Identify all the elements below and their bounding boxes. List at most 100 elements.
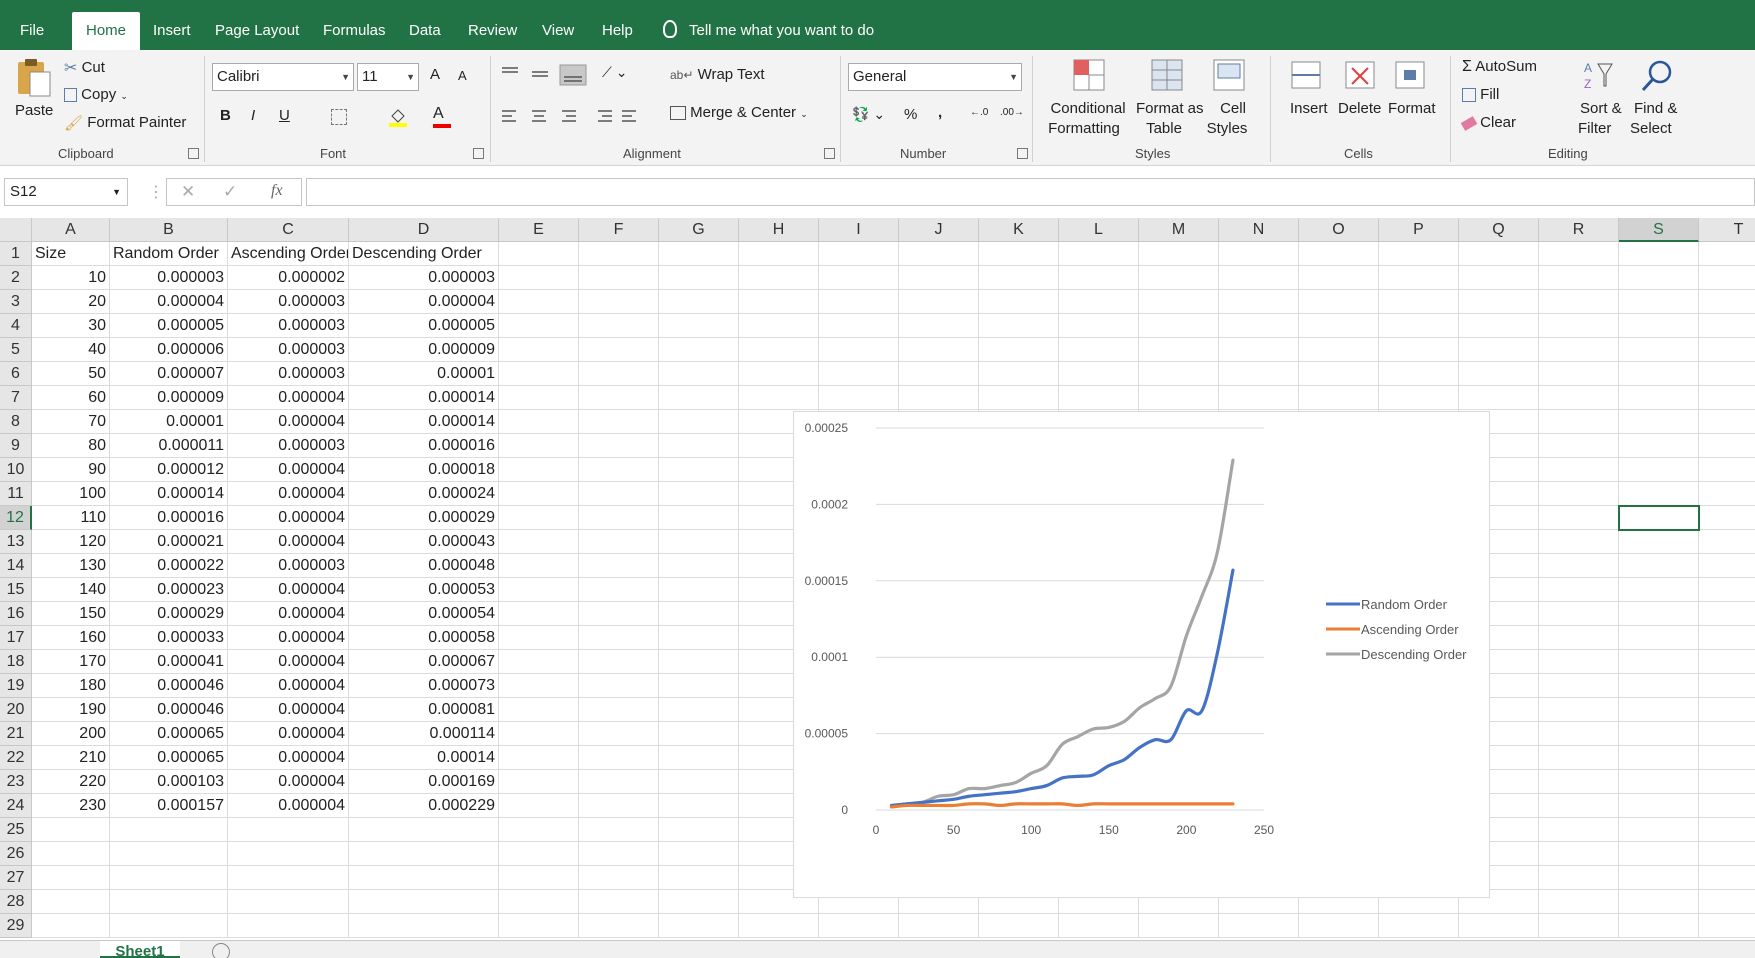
cell[interactable] bbox=[1699, 410, 1755, 434]
row-header-15[interactable]: 15 bbox=[0, 578, 32, 602]
cell[interactable] bbox=[1619, 890, 1699, 914]
cell[interactable] bbox=[1459, 458, 1539, 482]
insert-cells-icon[interactable] bbox=[1288, 58, 1326, 94]
cell[interactable] bbox=[659, 770, 739, 794]
cell[interactable] bbox=[499, 410, 579, 434]
bold-button[interactable]: B bbox=[220, 107, 231, 124]
cell[interactable] bbox=[979, 242, 1059, 266]
cell[interactable] bbox=[739, 362, 819, 386]
row-header-20[interactable]: 20 bbox=[0, 698, 32, 722]
cell[interactable] bbox=[499, 578, 579, 602]
row-header-13[interactable]: 13 bbox=[0, 530, 32, 554]
cell[interactable] bbox=[110, 914, 228, 938]
cell[interactable] bbox=[32, 866, 110, 890]
table-cell[interactable]: 170 bbox=[32, 650, 110, 674]
table-cell[interactable]: 0.000011 bbox=[110, 434, 228, 458]
cell[interactable] bbox=[1539, 866, 1619, 890]
cell[interactable] bbox=[1299, 386, 1379, 410]
table-cell[interactable]: 0.000058 bbox=[349, 626, 499, 650]
table-cell[interactable]: 60 bbox=[32, 386, 110, 410]
table-cell[interactable]: 0.000103 bbox=[110, 770, 228, 794]
cell[interactable] bbox=[1619, 650, 1699, 674]
cell[interactable] bbox=[1539, 434, 1619, 458]
vertical-align-icons[interactable] bbox=[500, 64, 596, 86]
column-header-d[interactable]: D bbox=[349, 218, 499, 242]
cell[interactable] bbox=[1539, 458, 1619, 482]
cell[interactable] bbox=[739, 290, 819, 314]
table-cell[interactable]: 0.000005 bbox=[349, 314, 499, 338]
cell[interactable] bbox=[1139, 362, 1219, 386]
cell[interactable] bbox=[1459, 818, 1539, 842]
row-header-9[interactable]: 9 bbox=[0, 434, 32, 458]
row-header-29[interactable]: 29 bbox=[0, 914, 32, 938]
row-header-21[interactable]: 21 bbox=[0, 722, 32, 746]
row-header-18[interactable]: 18 bbox=[0, 650, 32, 674]
cell[interactable] bbox=[499, 698, 579, 722]
cell[interactable] bbox=[1699, 914, 1755, 938]
cell[interactable] bbox=[1059, 314, 1139, 338]
cell[interactable] bbox=[979, 890, 1059, 914]
cell[interactable] bbox=[1699, 482, 1755, 506]
accounting-format-icon[interactable]: 💱 ⌄ bbox=[852, 106, 886, 122]
cell[interactable] bbox=[1219, 338, 1299, 362]
cell[interactable] bbox=[1699, 602, 1755, 626]
row-header-1[interactable]: 1 bbox=[0, 242, 32, 266]
cell[interactable] bbox=[1619, 290, 1699, 314]
cell[interactable] bbox=[1459, 602, 1539, 626]
cell[interactable] bbox=[659, 290, 739, 314]
cell[interactable] bbox=[659, 362, 739, 386]
increase-decimal-icon[interactable]: ←.0 bbox=[970, 107, 989, 118]
cell[interactable] bbox=[819, 338, 899, 362]
number-format-select[interactable]: General ▼ bbox=[848, 63, 1022, 91]
cell[interactable] bbox=[1379, 338, 1459, 362]
table-cell[interactable]: 0.000004 bbox=[228, 386, 349, 410]
cell[interactable] bbox=[579, 338, 659, 362]
tab-help[interactable]: Help bbox=[602, 22, 633, 39]
cell[interactable] bbox=[659, 434, 739, 458]
cell[interactable] bbox=[1139, 290, 1219, 314]
table-cell[interactable]: 180 bbox=[32, 674, 110, 698]
cell[interactable] bbox=[1459, 362, 1539, 386]
header-cell[interactable]: Ascending Order bbox=[228, 242, 349, 266]
header-cell[interactable]: Random Order bbox=[110, 242, 228, 266]
decrease-font-button[interactable]: A bbox=[458, 68, 467, 83]
table-cell[interactable]: 0.000012 bbox=[110, 458, 228, 482]
cell[interactable] bbox=[1379, 362, 1459, 386]
tab-formulas[interactable]: Formulas bbox=[323, 22, 386, 39]
cell[interactable] bbox=[228, 890, 349, 914]
orientation-icon[interactable]: ⟋ ⌄ bbox=[602, 64, 628, 80]
table-cell[interactable]: 0.000054 bbox=[349, 602, 499, 626]
cell[interactable] bbox=[1459, 266, 1539, 290]
cell[interactable] bbox=[1539, 794, 1619, 818]
cell[interactable] bbox=[1619, 242, 1699, 266]
cell[interactable] bbox=[819, 314, 899, 338]
cell[interactable] bbox=[499, 818, 579, 842]
cell[interactable] bbox=[1699, 626, 1755, 650]
table-cell[interactable]: 0.000046 bbox=[110, 674, 228, 698]
cell[interactable] bbox=[349, 842, 499, 866]
cell[interactable] bbox=[1619, 674, 1699, 698]
cell[interactable] bbox=[1619, 410, 1699, 434]
cell[interactable] bbox=[1539, 266, 1619, 290]
cell[interactable] bbox=[979, 386, 1059, 410]
cell[interactable] bbox=[659, 578, 739, 602]
cell[interactable] bbox=[32, 842, 110, 866]
cell[interactable] bbox=[1699, 458, 1755, 482]
table-cell[interactable]: 220 bbox=[32, 770, 110, 794]
table-cell[interactable]: 0.000029 bbox=[110, 602, 228, 626]
cell[interactable] bbox=[1539, 626, 1619, 650]
cell[interactable] bbox=[1219, 890, 1299, 914]
cell[interactable] bbox=[1459, 482, 1539, 506]
format-as-table-icon[interactable] bbox=[1150, 58, 1188, 94]
cell[interactable] bbox=[659, 866, 739, 890]
cell[interactable] bbox=[579, 578, 659, 602]
cell[interactable] bbox=[979, 338, 1059, 362]
cell[interactable] bbox=[979, 314, 1059, 338]
cell[interactable] bbox=[499, 650, 579, 674]
tab-insert[interactable]: Insert bbox=[153, 22, 191, 39]
cell[interactable] bbox=[1619, 722, 1699, 746]
cell[interactable] bbox=[1699, 890, 1755, 914]
tab-data[interactable]: Data bbox=[409, 22, 441, 39]
row-header-27[interactable]: 27 bbox=[0, 866, 32, 890]
table-cell[interactable]: 0.000003 bbox=[228, 554, 349, 578]
